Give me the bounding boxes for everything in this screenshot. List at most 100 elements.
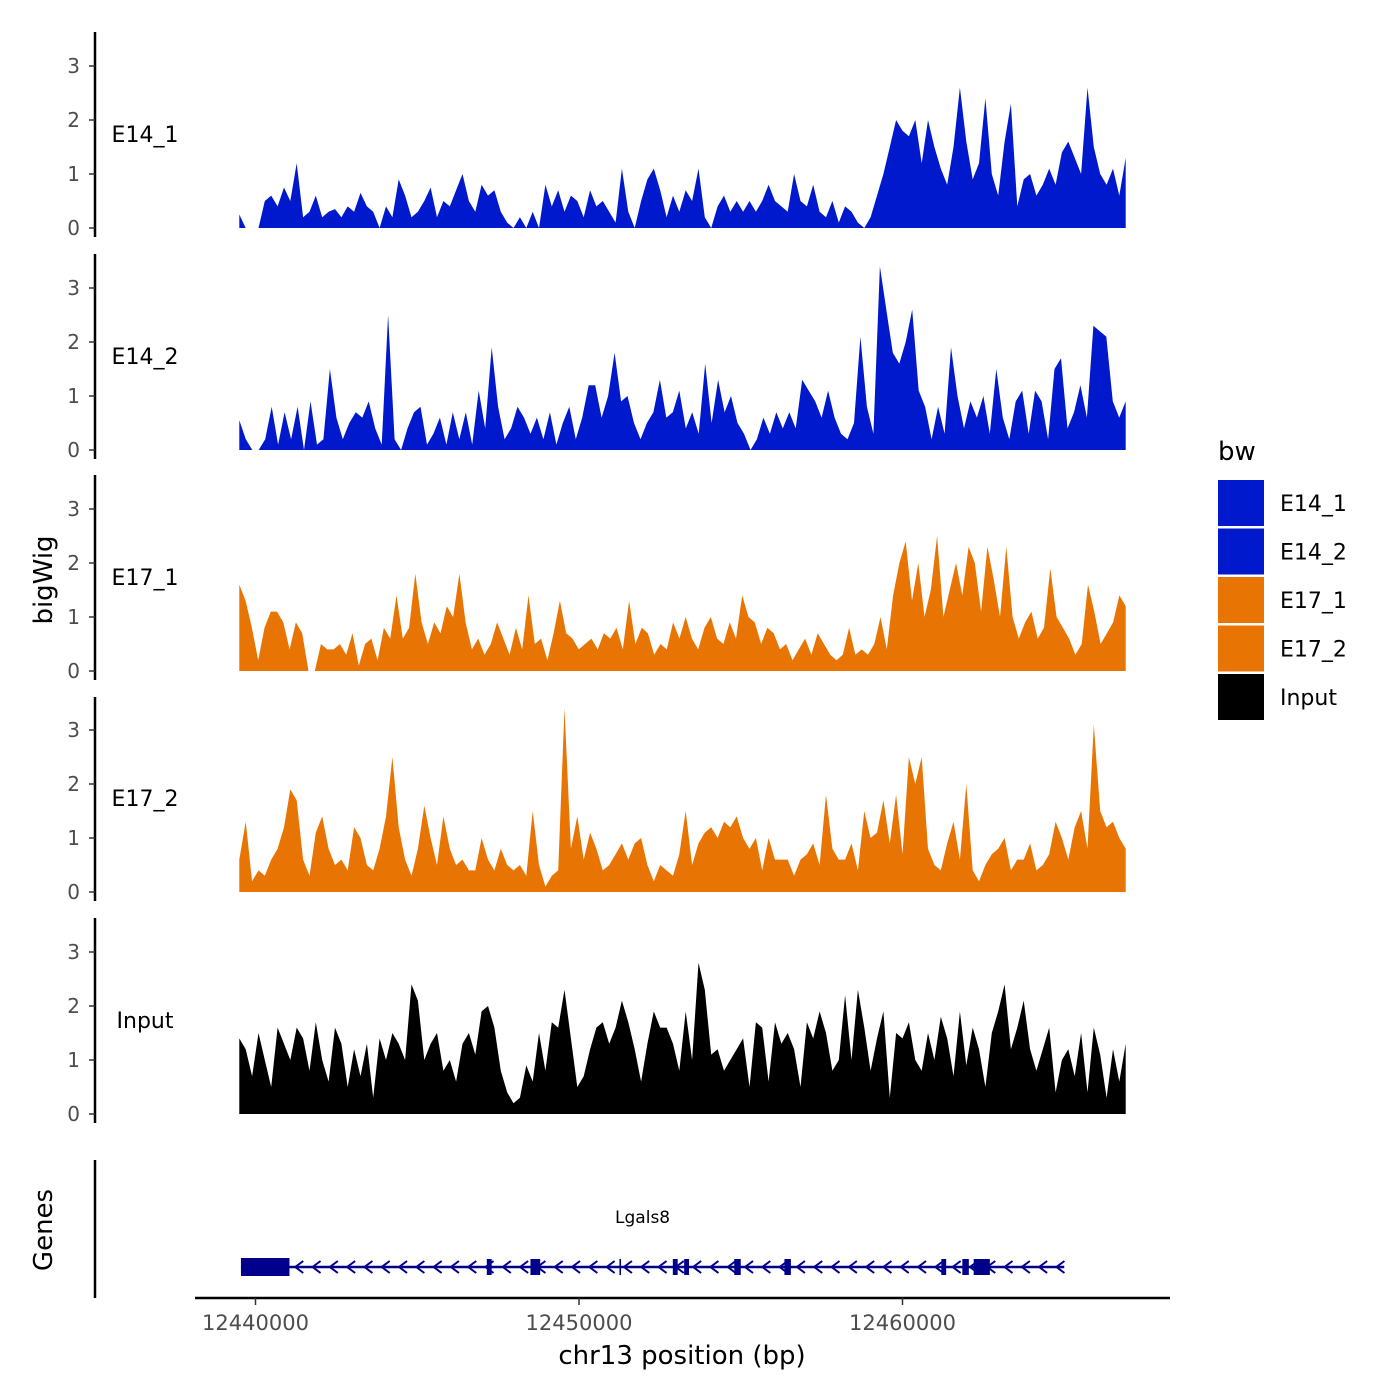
track-input: 0 1 2 3 Input (67, 918, 1126, 1126)
strand-arrow (916, 1260, 927, 1274)
y-tick-label: 0 (67, 216, 80, 240)
y-tick-label: 1 (67, 605, 80, 629)
genes-panel: Lgals8 (93, 1160, 1066, 1298)
strand-arrow (881, 1260, 893, 1274)
area-e17-2 (239, 708, 1126, 892)
y-tick-label: 1 (67, 162, 80, 186)
x-tick-label: 12460000 (849, 1311, 956, 1335)
area-e14-2 (239, 266, 1126, 450)
strand-arrow (622, 1260, 633, 1274)
y-tick-label: 2 (67, 551, 80, 575)
strand-arrow (604, 1260, 616, 1274)
y-axis-label: bigWig (29, 535, 59, 624)
strand-arrow (501, 1260, 512, 1274)
track-e14-1: 0 1 2 3 E14_1 (67, 32, 1126, 240)
legend-swatch (1218, 577, 1264, 623)
strand-arrow (708, 1260, 720, 1274)
strand-arrow (829, 1260, 841, 1274)
strand-arrow (397, 1260, 408, 1274)
y-tick-label: 1 (67, 1048, 80, 1072)
strand-arrow (743, 1260, 754, 1274)
strand-arrow (1020, 1260, 1031, 1274)
legend: bw E14_1 E14_2 E17_1 E17_2 Input (1218, 437, 1347, 720)
exon (672, 1259, 678, 1275)
exon (240, 1258, 290, 1276)
legend-label: Input (1280, 686, 1337, 711)
y-tick-label: 0 (67, 880, 80, 904)
legend-swatch (1218, 528, 1264, 575)
gene-name-label: Lgals8 (615, 1208, 670, 1228)
strand-arrow (864, 1260, 875, 1274)
track-label: Input (117, 1009, 174, 1034)
exon (941, 1259, 947, 1275)
strand-arrow (449, 1260, 460, 1274)
y-tick-label: 3 (67, 718, 80, 742)
strand-arrow (1037, 1260, 1048, 1274)
strand-arrow (431, 1260, 443, 1274)
strand-arrow (691, 1260, 702, 1274)
strand-arrow (760, 1260, 771, 1274)
legend-label: E17_2 (1280, 638, 1347, 663)
strand-arrow (847, 1260, 858, 1274)
legend-swatch (1218, 480, 1264, 526)
y-tick-label: 1 (67, 826, 80, 850)
legend-label: E17_1 (1280, 589, 1347, 614)
legend-title: bw (1218, 437, 1256, 467)
track-e14-2: 0 1 2 3 E14_2 (67, 254, 1126, 462)
y-tick-label: 1 (67, 384, 80, 408)
y-tick-label: 3 (67, 54, 80, 78)
exon (962, 1259, 969, 1275)
exon (486, 1259, 492, 1275)
strand-arrow (570, 1260, 581, 1274)
y-tick-label: 0 (67, 1102, 80, 1126)
strand-arrow (1054, 1260, 1066, 1274)
genes-axis-label: Genes (29, 1189, 59, 1271)
area-e14-1 (239, 87, 1126, 228)
strand-arrow (656, 1260, 668, 1274)
exon (530, 1259, 541, 1275)
y-tick-label: 0 (67, 659, 80, 683)
strand-arrow (553, 1260, 564, 1274)
strand-arrow (345, 1260, 356, 1274)
x-tick-label: 12440000 (202, 1311, 309, 1335)
strand-arrow (328, 1260, 339, 1274)
track-label: E14_1 (112, 123, 179, 148)
exon (784, 1259, 791, 1275)
x-axis-label: chr13 position (bp) (558, 1341, 805, 1371)
strand-arrow (795, 1260, 806, 1274)
y-tick-label: 0 (67, 438, 80, 462)
exon (973, 1259, 990, 1275)
exon (734, 1259, 741, 1275)
x-axis: 12440000 12450000 12460000 (195, 1296, 1170, 1335)
area-input (239, 962, 1126, 1114)
strand-arrow (466, 1260, 477, 1274)
exon (684, 1259, 689, 1275)
y-tick-label: 2 (67, 772, 80, 796)
legend-swatch (1218, 674, 1264, 720)
y-tick-label: 3 (67, 940, 80, 964)
area-e17-1 (239, 536, 1126, 671)
legend-label: E14_2 (1280, 541, 1347, 566)
strand-arrow (899, 1260, 910, 1274)
strand-arrow (310, 1260, 322, 1274)
y-tick-label: 3 (67, 276, 80, 300)
y-tick-label: 2 (67, 330, 80, 354)
track-e17-2: 0 1 2 3 E17_2 (67, 697, 1126, 904)
tracks-group: 0 1 2 3 E14_1 0 1 2 3 E14_2 0 1 2 3 E17_1 0 1 2 3 E17_2 0 1 2 3… (67, 32, 1126, 1126)
strand-arrow (1002, 1260, 1014, 1274)
strand-arrow (518, 1260, 529, 1274)
strand-arrow (362, 1260, 374, 1274)
strand-arrow (812, 1260, 823, 1274)
exon (619, 1259, 622, 1275)
strand-arrow (639, 1260, 650, 1274)
y-tick-label: 2 (67, 108, 80, 132)
strand-arrow (380, 1260, 391, 1274)
track-label: E17_1 (112, 566, 179, 591)
track-label: E17_2 (112, 787, 179, 812)
y-tick-label: 3 (67, 497, 80, 521)
strand-arrow (587, 1260, 598, 1274)
track-label: E14_2 (112, 345, 179, 370)
x-tick-label: 12450000 (526, 1311, 633, 1335)
strand-arrow (950, 1260, 962, 1274)
